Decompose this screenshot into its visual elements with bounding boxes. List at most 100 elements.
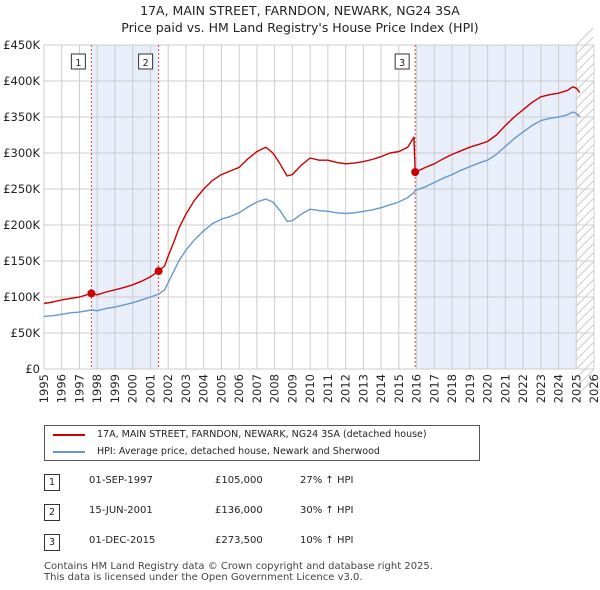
x-tick-label: 2007 xyxy=(250,374,264,403)
chart-legend: 17A, MAIN STREET, FARNDON, NEWARK, NG24 … xyxy=(44,425,480,461)
x-tick-label: 2018 xyxy=(445,374,459,403)
x-tick-label: 2021 xyxy=(498,374,512,403)
legend-label-hpi: HPI: Average price, detached house, Newa… xyxy=(97,446,380,457)
x-tick-label: 2024 xyxy=(552,374,566,403)
y-tick-label: £0 xyxy=(25,362,40,376)
shaded-periods xyxy=(91,0,600,397)
sale-points xyxy=(87,168,420,298)
plot-frame xyxy=(43,44,595,370)
forecast-hatch xyxy=(575,278,595,298)
forecast-hatch xyxy=(575,98,595,118)
sale-marker-lines xyxy=(90,45,416,369)
x-tick-label: 2011 xyxy=(321,374,335,403)
x-tick-label: 2002 xyxy=(161,374,175,403)
x-tick-label: 2015 xyxy=(392,374,406,403)
x-tick-label: 2019 xyxy=(463,374,477,403)
legend-label-property: 17A, MAIN STREET, FARNDON, NEWARK, NG24 … xyxy=(97,429,427,440)
x-tick-label: 1999 xyxy=(108,374,122,403)
forecast-hatch xyxy=(575,305,595,325)
forecast-hatch xyxy=(575,26,595,46)
y-tick-label: £300K xyxy=(3,146,40,160)
x-tick-label: 2016 xyxy=(410,374,424,403)
sale-number-badge: 1 xyxy=(44,474,60,491)
x-tick-label: 1995 xyxy=(37,374,51,403)
sale-label-box xyxy=(394,53,410,70)
y-tick-label: £250K xyxy=(3,182,40,196)
forecast-hatch xyxy=(575,269,595,289)
sale-row: 2 15-JUN-2001 £136,000 30% ↑ HPI xyxy=(44,504,444,534)
sale-price: £105,000 xyxy=(215,475,263,486)
x-tick-label: 2023 xyxy=(534,374,548,403)
x-axis-ticks: 1995 1996 1997 1998 1999 2000 2001 2002 2003 2004… xyxy=(37,374,600,403)
chart-title-line1: 17A, MAIN STREET, FARNDON, NEWARK, NG24 … xyxy=(140,3,460,18)
y-tick-label: £50K xyxy=(11,326,41,340)
sale-number-badge: 2 xyxy=(44,504,60,521)
forecast-hatch xyxy=(575,233,595,253)
sale-number-badge: 3 xyxy=(44,534,60,551)
legend-item-hpi: HPI: Average price, detached house, Newa… xyxy=(53,444,380,460)
sale-price: £273,500 xyxy=(215,535,263,546)
sale-row: 3 01-DEC-2015 £273,500 10% ↑ HPI xyxy=(44,534,444,564)
chart-title-line2: Price paid vs. HM Land Registry's House … xyxy=(121,20,479,35)
forecast-hatch xyxy=(575,368,595,388)
x-tick-label: 2010 xyxy=(303,374,317,403)
x-tick-label: 2005 xyxy=(214,374,228,403)
sale-label-box xyxy=(70,53,86,70)
y-tick-label: £350K xyxy=(3,110,40,124)
x-tick-label: 2017 xyxy=(427,374,441,403)
property-price-line xyxy=(43,86,581,305)
x-tick-label: 2001 xyxy=(143,374,157,403)
legend-item-property: 17A, MAIN STREET, FARNDON, NEWARK, NG24 … xyxy=(53,427,427,443)
forecast-hatch xyxy=(575,350,595,370)
forecast-hatch xyxy=(575,296,595,316)
forecast-hatch xyxy=(575,332,595,352)
y-tick-label: £200K xyxy=(3,218,40,232)
x-tick-label: 2022 xyxy=(516,374,530,403)
x-tick-label: 2020 xyxy=(481,374,495,403)
x-tick-label: 2025 xyxy=(569,374,583,403)
forecast-hatch xyxy=(575,260,595,280)
sale-label-text: 1 xyxy=(75,58,81,69)
forecast-hatch xyxy=(575,314,595,334)
sale-date: 15-JUN-2001 xyxy=(89,505,153,516)
footer-line1: Contains HM Land Registry data © Crown c… xyxy=(44,561,433,572)
forecast-hatch xyxy=(575,170,595,190)
x-tick-label: 2003 xyxy=(179,374,193,403)
legend-swatch-hpi xyxy=(53,450,85,453)
sale-row: 1 01-SEP-1997 £105,000 27% ↑ HPI xyxy=(44,474,444,504)
forecast-hatch xyxy=(575,116,595,136)
price-chart: £0 £50K £100K £150K £200K £250K £300K £350K £400… xyxy=(3,0,600,404)
forecast-hatch xyxy=(575,188,595,208)
sale-date: 01-DEC-2015 xyxy=(89,535,156,546)
forecast-hatch xyxy=(575,197,595,217)
hatch-mask xyxy=(593,0,600,45)
x-tick-label: 2004 xyxy=(197,374,211,403)
sale-hpi-diff: 27% ↑ HPI xyxy=(300,475,354,486)
sale-hpi-diff: 30% ↑ HPI xyxy=(300,505,354,516)
forecast-hatch xyxy=(575,341,595,361)
x-tick-label: 2008 xyxy=(268,374,282,403)
chart-title: 17A, MAIN STREET, FARNDON, NEWARK, NG24 … xyxy=(0,2,600,36)
hpi-line xyxy=(43,111,581,318)
x-tick-label: 1997 xyxy=(72,374,86,403)
sale-label-box xyxy=(138,53,154,70)
x-tick-label: 2009 xyxy=(285,374,299,403)
sale-point xyxy=(411,168,420,177)
y-tick-label: £100K xyxy=(3,290,40,304)
x-tick-label: 2000 xyxy=(126,374,140,403)
forecast-hatch xyxy=(575,44,595,64)
shaded-period xyxy=(91,45,159,369)
sale-date: 01-SEP-1997 xyxy=(89,475,153,486)
sales-table: 1 01-SEP-1997 £105,000 27% ↑ HPI 2 15-JU… xyxy=(44,474,444,564)
sale-label-text: 2 xyxy=(143,58,149,69)
forecast-hatch xyxy=(575,224,595,244)
sale-hpi-diff: 10% ↑ HPI xyxy=(300,535,354,546)
x-tick-label: 1998 xyxy=(90,374,104,403)
y-tick-label: £150K xyxy=(3,254,40,268)
x-tick-label: 2014 xyxy=(374,374,388,403)
forecast-hatch xyxy=(575,134,595,154)
footer-notice: Contains HM Land Registry data © Crown c… xyxy=(44,561,433,583)
y-tick-label: £400K xyxy=(3,74,40,88)
x-tick-label: 1996 xyxy=(55,374,69,403)
forecast-hatch xyxy=(575,161,595,181)
